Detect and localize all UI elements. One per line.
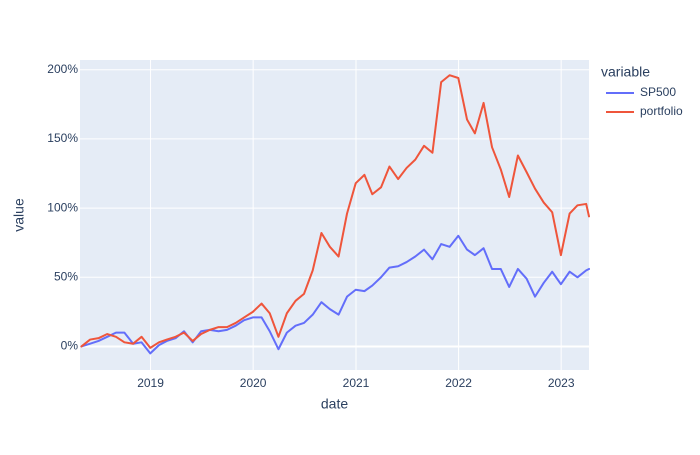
legend-label-sp500[interactable]: SP500 [640,85,676,99]
y-tick-label: 200% [47,62,78,76]
legend-label-portfolio[interactable]: portfolio [640,104,683,118]
x-tick-label: 2023 [548,376,575,390]
y-tick-label: 150% [47,131,78,145]
legend-title: variable [601,64,650,80]
series-line-sp500 [80,234,590,355]
plot-area [80,60,589,370]
y-axis-title: value [11,198,27,232]
y-tick-label: 100% [47,200,78,214]
x-axis-title: date [321,396,348,412]
x-tick-label: 2020 [240,376,267,390]
x-tick-label: 2022 [445,376,472,390]
y-tick-label: 0% [61,339,79,353]
x-tick-label: 2019 [137,376,164,390]
y-tick-label: 50% [54,269,78,283]
series-line-portfolio [80,74,590,349]
x-tick-label: 2021 [343,376,370,390]
